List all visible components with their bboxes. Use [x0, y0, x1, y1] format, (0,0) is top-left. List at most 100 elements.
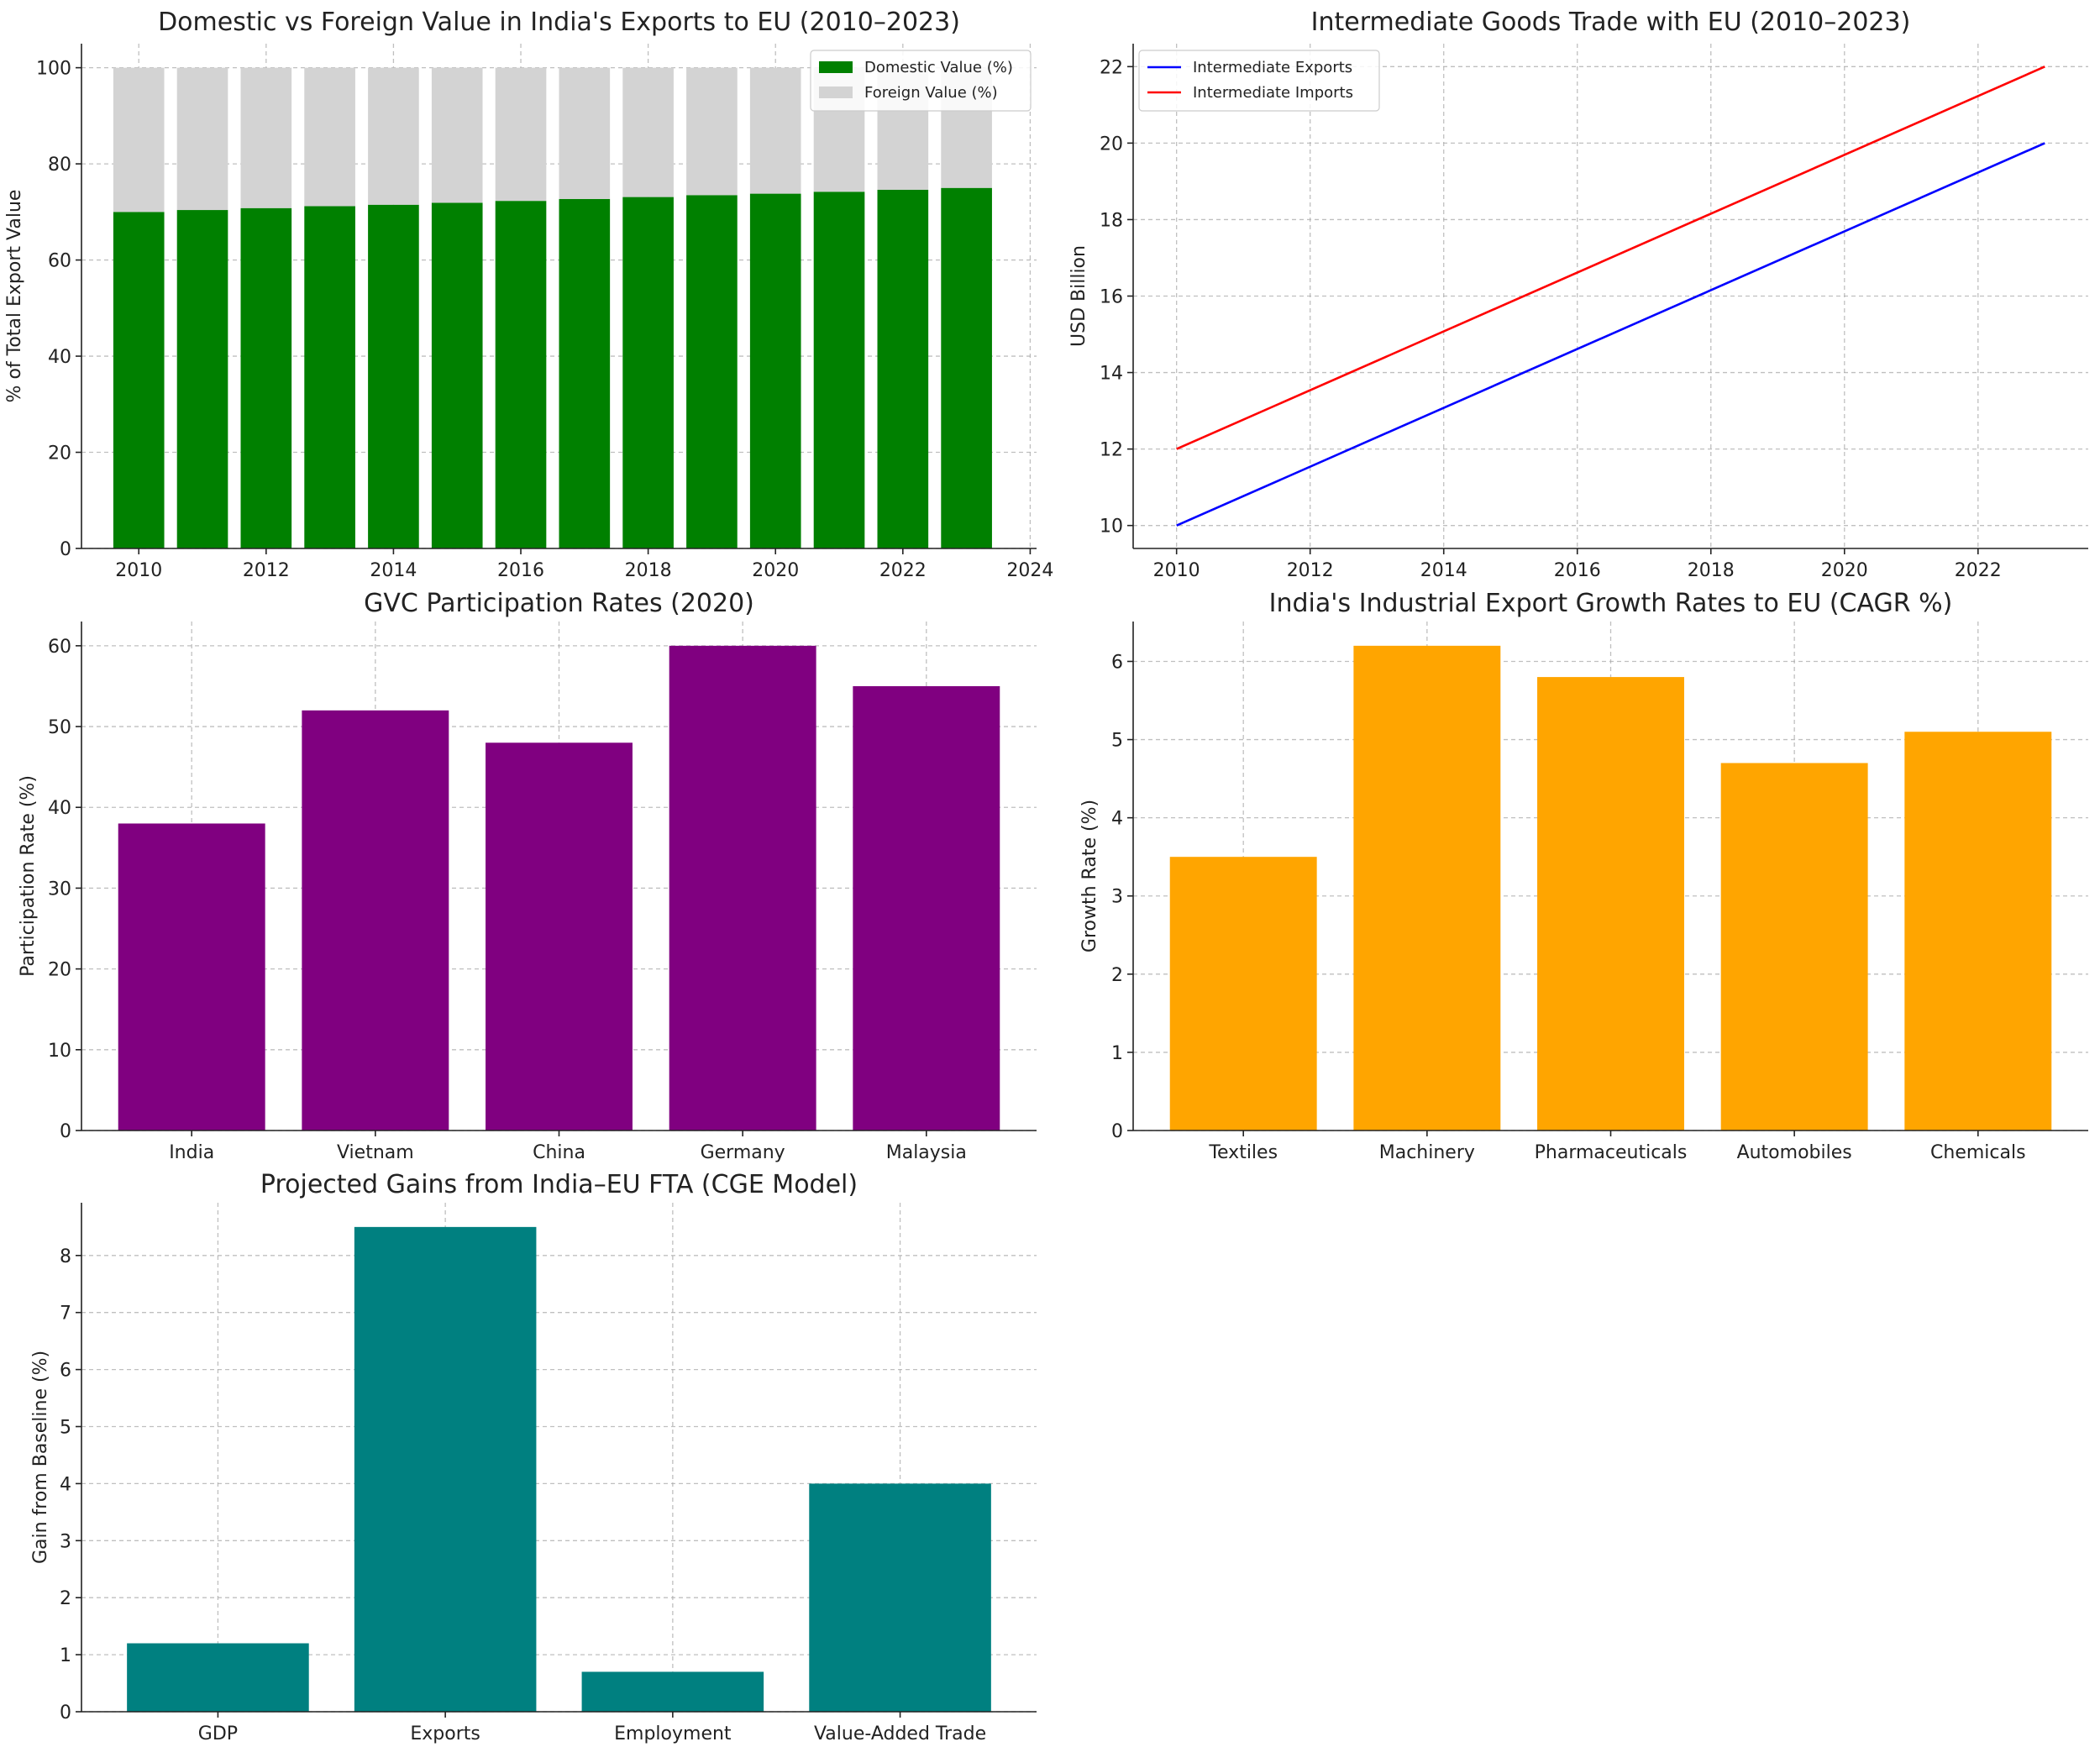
bar-foreign-value-2018 — [622, 67, 674, 197]
y-tick-label: 5 — [60, 1418, 71, 1439]
bar-textiles — [1169, 857, 1317, 1131]
x-tick-label: 2024 — [1006, 560, 1053, 581]
y-tick-label: 1 — [1111, 1043, 1123, 1064]
x-tick-label: 2018 — [625, 560, 672, 581]
x-tick-label: 2022 — [879, 560, 927, 581]
y-tick-label: 4 — [60, 1474, 71, 1495]
y-tick-label: 5 — [1111, 731, 1123, 752]
bar-domestic-value-2012 — [240, 207, 292, 549]
grid — [1133, 44, 2088, 548]
bar-foreign-value-2010 — [113, 67, 165, 212]
bar-foreign-value-2015 — [431, 67, 483, 203]
bar-employment — [581, 1671, 764, 1712]
y-tick-label: 2 — [1111, 965, 1123, 986]
x-tick-label: 2010 — [115, 560, 162, 581]
y-tick-label: 20 — [48, 443, 71, 464]
chart-title: Intermediate Goods Trade with EU (2010–2… — [1311, 8, 1911, 37]
bar-foreign-value-2017 — [559, 67, 611, 199]
line-intermediate-imports — [1176, 66, 2045, 450]
y-tick-label: 7 — [60, 1304, 71, 1325]
x-tick-label: 2016 — [1554, 560, 1601, 581]
y-tick-label: 8 — [60, 1246, 71, 1267]
data-marks — [118, 645, 1000, 1131]
y-tick-label: 60 — [48, 251, 71, 272]
y-tick-label: 3 — [1111, 887, 1123, 908]
line-intermediate-exports — [1176, 142, 2045, 527]
x-tick-label: Exports — [410, 1723, 480, 1744]
y-tick-label: 20 — [1100, 134, 1123, 155]
bar-domestic-value-2020 — [749, 193, 801, 548]
bar-automobiles — [1720, 763, 1868, 1131]
x-tick-label: Chemicals — [1930, 1142, 2026, 1163]
y-tick-label: 40 — [48, 798, 71, 819]
x-tick-label: Pharmaceuticals — [1535, 1142, 1688, 1163]
bar-foreign-value-2014 — [368, 67, 419, 205]
bar-domestic-value-2018 — [622, 197, 674, 548]
chart-title: Projected Gains from India–EU FTA (CGE M… — [260, 1170, 858, 1199]
y-tick-label: 1 — [60, 1645, 71, 1666]
y-tick-label: 40 — [48, 347, 71, 368]
x-tick-label: GDP — [198, 1723, 238, 1744]
bar-domestic-value-2023 — [941, 187, 992, 548]
bar-domestic-value-2015 — [431, 202, 483, 548]
bar-india — [118, 823, 265, 1131]
y-axis-label: Growth Rate (%) — [1079, 800, 1100, 952]
bar-domestic-value-2016 — [495, 201, 547, 548]
legend-frame — [1138, 50, 1380, 112]
x-tick-label: 2012 — [243, 560, 290, 581]
data-marks — [1169, 645, 2052, 1131]
y-tick-label: 60 — [48, 637, 71, 658]
x-tick-label: 2010 — [1153, 560, 1200, 581]
y-tick-label: 4 — [1111, 809, 1123, 830]
x-tick-label: 2018 — [1688, 560, 1735, 581]
y-tick-label: 6 — [60, 1361, 71, 1382]
x-tick-label: Value-Added Trade — [814, 1723, 986, 1744]
legend-swatch-domestic-value — [819, 61, 853, 73]
bar-domestic-value-2010 — [113, 212, 165, 549]
y-axis-label: USD Billion — [1068, 245, 1089, 347]
chart-domestic-foreign: 0 20 40 60 80 100 2010 2012 2014 2016 2018 2020 2022… — [4, 8, 1053, 581]
x-tick-label: 2016 — [497, 560, 544, 581]
bar-value-added-trade — [809, 1483, 991, 1712]
y-tick-label: 18 — [1100, 210, 1123, 231]
y-axis-label: % of Total Export Value — [4, 190, 25, 403]
y-tick-label: 0 — [60, 539, 71, 560]
y-tick-label: 10 — [1100, 517, 1123, 538]
legend-label: Foreign Value (%) — [864, 84, 998, 102]
chart-title: India's Industrial Export Growth Rates t… — [1269, 589, 1953, 618]
bar-exports — [354, 1226, 537, 1712]
y-tick-label: 0 — [60, 1121, 71, 1142]
y-tick-label: 80 — [48, 155, 71, 176]
x-tick-label: Employment — [614, 1723, 732, 1744]
data-marks — [113, 67, 992, 549]
bar-foreign-value-2016 — [495, 67, 547, 202]
x-tick-label: 2012 — [1287, 560, 1334, 581]
x-tick-label: 2014 — [1420, 560, 1467, 581]
y-tick-label: 12 — [1100, 440, 1123, 461]
y-tick-label: 22 — [1100, 57, 1123, 78]
x-tick-label: Textiles — [1208, 1142, 1278, 1163]
x-tick-label: Vietnam — [337, 1142, 414, 1163]
chart-title: GVC Participation Rates (2020) — [364, 589, 754, 618]
legend: Domestic Value (%) Foreign Value (%) — [810, 50, 1032, 112]
data-marks — [1176, 66, 2045, 527]
x-tick-label: 2014 — [370, 560, 417, 581]
bar-chemicals — [1904, 732, 2052, 1131]
chart-gvc-participation: 0 10 20 30 40 50 60 India Vietnam China Germany Mal… — [18, 589, 1037, 1163]
y-tick-label: 30 — [48, 879, 71, 900]
bar-machinery — [1353, 645, 1501, 1131]
legend-swatch-foreign-value — [819, 87, 853, 98]
bar-gdp — [127, 1643, 309, 1712]
legend-label: Intermediate Imports — [1193, 84, 1353, 102]
bar-foreign-value-2013 — [304, 67, 355, 207]
bar-domestic-value-2017 — [559, 198, 611, 549]
bar-domestic-value-2022 — [877, 190, 929, 548]
bar-foreign-value-2020 — [749, 67, 801, 194]
legend: Intermediate Exports Intermediate Imports — [1138, 50, 1380, 112]
bar-malaysia — [853, 685, 1000, 1131]
bar-domestic-value-2013 — [304, 206, 355, 548]
bar-vietnam — [302, 710, 449, 1131]
bar-foreign-value-2012 — [240, 67, 292, 208]
y-tick-label: 14 — [1100, 364, 1123, 385]
